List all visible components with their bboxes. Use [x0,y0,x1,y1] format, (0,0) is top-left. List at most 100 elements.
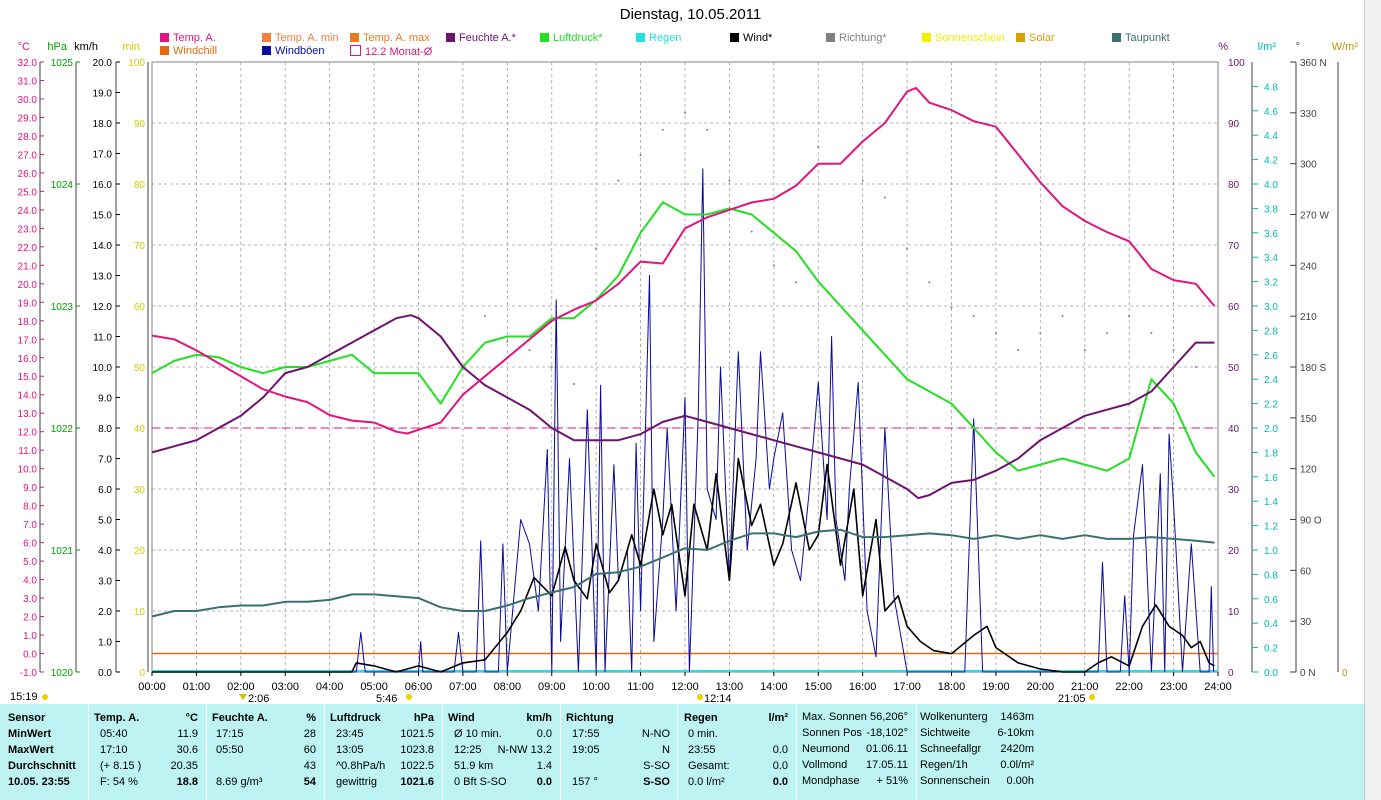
min-tick: 20 [134,546,146,557]
stat-cell: Schneefallgr [920,743,982,755]
stat-cell: S-SO [643,776,670,788]
stat-cell: 30.6 [176,744,198,756]
stat-cell: 05:40 [100,728,128,740]
temp-tick: 24.0 [18,206,38,217]
time-sun-icon [42,694,48,700]
solar-axis-unit: W/m² [1332,41,1359,53]
time-tick: 24:00 [1204,681,1232,693]
hum-tick: 0 [1228,668,1234,679]
direction-dot [639,154,642,157]
time-tick: 18:00 [938,681,966,693]
temp-tick: 0.0 [23,650,37,661]
min-tick: 70 [134,241,146,252]
series-wind [152,457,1215,673]
stat-cell: N-NO [641,728,670,740]
rain-tick: 4.8 [1264,82,1278,93]
legend-label: Temp. A. [173,32,216,44]
stat-cell: Durchschnitt [8,760,76,772]
stat-cell: gewittrig [336,776,377,788]
stat-cell: Feuchte A. [212,712,268,724]
stat-cell: 54 [303,776,316,788]
direction-dot [595,247,598,250]
series-windb-en [152,168,1215,673]
direction-dot [528,349,531,352]
stat-cell: 0.00h [1006,775,1034,787]
min-tick: 90 [134,119,146,130]
stat-cell: -18,102° [866,727,908,739]
hum-axis-unit: % [1218,41,1228,53]
hum-tick: 100 [1228,58,1245,69]
temp-tick: 9.0 [23,483,37,494]
wind-tick: 1.0 [98,638,112,649]
wind-tick: 9.0 [98,394,112,405]
rain-axis-unit: l/m² [1258,41,1277,53]
wind-tick: 18.0 [93,119,113,130]
temp-tick: 25.0 [18,187,38,198]
stat-cell: Wind [448,712,475,724]
direction-dot [728,179,731,182]
temp-axis-unit: °C [18,41,30,53]
time-tick: 19:00 [982,681,1010,693]
dir-tick: 180 S [1300,363,1326,374]
stat-cell: 28 [303,728,316,740]
stat-cell: 6-10km [997,727,1034,739]
time-tick: 08:00 [494,681,522,693]
direction-dot [883,196,886,199]
time-tick: 05:00 [360,681,388,693]
stat-cell: Ø 10 min. [454,728,502,740]
time-tick: 15:00 [804,681,832,693]
wind-tick: 10.0 [93,363,113,374]
direction-dot [661,128,664,131]
temp-tick: 17.0 [18,335,38,346]
stat-cell: Sonnen Pos [802,727,862,739]
direction-dot [861,179,864,182]
dir-tick: 60 [1300,566,1312,577]
stat-cell: 1021.5 [400,728,434,740]
wind-axis-unit: km/h [74,41,98,53]
time-tick: 11:00 [627,681,654,693]
press-tick: 1021 [51,546,74,557]
temp-tick: 29.0 [18,113,38,124]
time-tick: 13:00 [716,681,744,693]
stat-cell: 17:55 [572,728,600,740]
legend-item: Regen [636,32,681,44]
stat-cell: °C [185,712,198,724]
legend-swatch [826,33,835,42]
min-tick: 60 [134,302,146,313]
dir-tick: 300 [1300,160,1317,171]
direction-dot [1061,315,1064,318]
time-tick: 03:00 [271,681,299,693]
stat-cell: 43 [303,760,316,772]
stat-cell: 0.0 [772,776,788,788]
stat-cell: 0 Bft S-SO [454,776,507,788]
legend-label: Windböen [275,45,325,57]
time-tick: 17:00 [893,681,921,693]
min-tick: 50 [134,363,146,374]
temp-tick: 19.0 [18,298,38,309]
stat-cell: 1.4 [536,760,552,772]
stat-cell: Max. Sonnen [802,711,867,723]
legend-label: Taupunkt [1125,32,1170,44]
legend-label: Temp. A. min [275,32,339,44]
dir-tick: 330 [1300,109,1317,120]
direction-dot [484,315,487,318]
temp-tick: 30.0 [18,95,38,106]
rain-tick: 4.0 [1264,180,1278,191]
direction-dot [1017,349,1020,352]
scrollbar[interactable] [1364,0,1381,800]
direction-dot [950,306,953,309]
legend-item: 12.2 Monat-Ø [350,45,432,58]
sunrise-label: 5:46 [376,693,397,704]
wind-tick: 17.0 [93,150,113,161]
direction-dot [1083,349,1086,352]
press-axis-unit: hPa [47,41,67,53]
rain-tick: 2.2 [1264,400,1278,411]
dawn-marker-icon [239,694,247,700]
stat-cell: 18.8 [176,776,198,788]
legend-label: Sonnenschein [935,32,1005,44]
wind-tick: 0.0 [98,668,112,679]
temp-tick: 4.0 [23,576,37,587]
noon-sun-icon [697,694,703,700]
stat-cell: 0.0 [772,744,788,756]
legend-item: Windböen [262,45,325,57]
